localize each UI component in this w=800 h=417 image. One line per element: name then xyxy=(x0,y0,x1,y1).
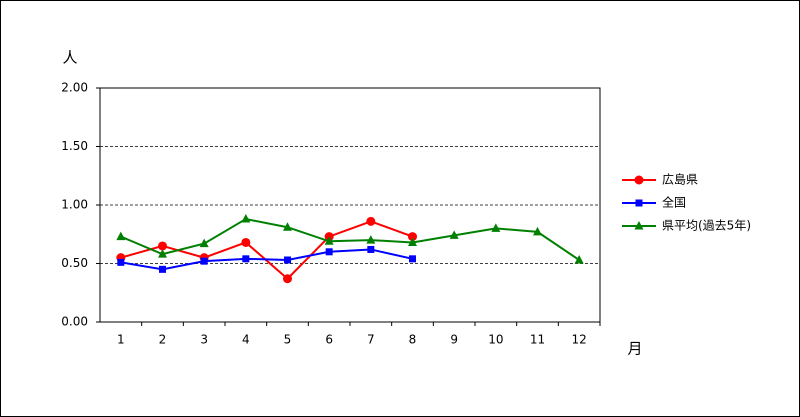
y-tick-label: 1.00 xyxy=(61,198,88,212)
marker xyxy=(241,237,251,247)
x-tick-label: 12 xyxy=(572,333,587,347)
marker xyxy=(199,238,209,248)
marker xyxy=(491,223,501,232)
marker xyxy=(366,235,376,244)
marker xyxy=(408,237,417,246)
x-tick-label: 3 xyxy=(200,333,208,347)
marker xyxy=(242,255,250,263)
legend-label: 県平均(過去5年) xyxy=(662,219,751,233)
marker xyxy=(635,199,643,207)
x-tick-label: 5 xyxy=(284,333,292,347)
series-line xyxy=(120,220,413,281)
y-tick-label: 1.50 xyxy=(61,139,88,153)
marker xyxy=(325,248,333,256)
marker xyxy=(159,265,166,273)
marker xyxy=(324,236,334,245)
x-tick-label: 8 xyxy=(409,333,417,347)
x-tick-label: 6 xyxy=(325,333,333,347)
marker xyxy=(408,232,417,242)
x-tick-label: 7 xyxy=(367,333,375,347)
marker xyxy=(284,256,291,264)
marker xyxy=(116,231,126,241)
marker xyxy=(367,245,375,253)
y-tick-label: 0.50 xyxy=(61,256,88,270)
x-tick-label: 9 xyxy=(450,333,458,347)
marker xyxy=(634,221,644,230)
marker xyxy=(241,214,251,223)
marker xyxy=(449,230,459,239)
marker xyxy=(283,274,292,284)
marker xyxy=(634,175,644,185)
marker xyxy=(283,222,292,231)
legend-label: 広島県 xyxy=(662,172,698,187)
marker xyxy=(574,254,584,264)
y-axis-label: 人 xyxy=(62,49,77,67)
marker xyxy=(533,226,542,236)
x-tick-label: 1 xyxy=(117,333,125,347)
marker xyxy=(366,216,376,226)
marker xyxy=(158,249,167,258)
marker xyxy=(158,241,167,251)
y-tick-label: 2.00 xyxy=(61,81,88,95)
x-tick-label: 2 xyxy=(159,333,167,347)
marker xyxy=(200,257,208,265)
legend-label: 全国 xyxy=(662,195,686,210)
series-line xyxy=(120,248,413,271)
x-axis-label: 月 xyxy=(627,340,642,358)
y-tick-label: 0.00 xyxy=(61,315,88,329)
series-line xyxy=(120,217,580,261)
x-tick-label: 10 xyxy=(488,333,503,347)
x-tick-label: 11 xyxy=(530,333,545,347)
marker xyxy=(117,258,125,266)
x-tick-label: 4 xyxy=(242,333,250,347)
marker xyxy=(409,255,416,263)
